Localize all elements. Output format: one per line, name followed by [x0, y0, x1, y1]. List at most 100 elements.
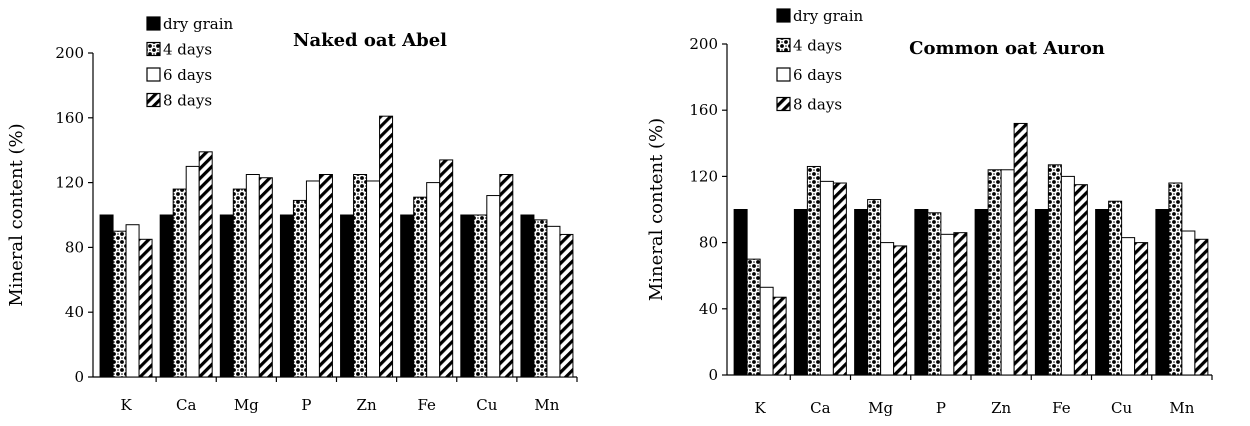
legend-swatch-white: [776, 67, 791, 82]
legend-swatch-hatch: [776, 96, 791, 112]
bar-hatch-Zn: [379, 115, 394, 378]
bar-white-Mn: [1181, 230, 1196, 376]
bar-dots-P: [292, 199, 307, 378]
legend-swatch-hatch: [146, 92, 161, 108]
legend-swatch-dots: [776, 37, 791, 53]
bar-solid-P: [279, 214, 294, 378]
category-label: Mg: [868, 399, 893, 417]
legend-label: 8 days: [793, 96, 842, 114]
y-tick-label: 200: [689, 35, 718, 53]
bar-dots-Cu: [473, 214, 488, 378]
bar-hatch-Ca: [832, 182, 847, 376]
bar-solid-Cu: [1095, 209, 1110, 376]
bar-dots-Zn: [987, 169, 1002, 376]
legend-label: 6 days: [793, 66, 842, 84]
bar-hatch-Fe: [439, 159, 454, 378]
bar-dots-Ca: [806, 165, 821, 376]
bar-white-Mg: [880, 242, 895, 376]
bar-solid-Mg: [219, 214, 234, 378]
bar-dots-P: [927, 212, 942, 376]
y-tick-label: 200: [55, 44, 84, 62]
y-tick-label: 120: [689, 167, 718, 185]
category-label: K: [755, 399, 767, 417]
bar-white-Fe: [426, 182, 441, 378]
chart-title: Common oat Auron: [909, 38, 1105, 59]
bar-hatch-Mg: [893, 245, 908, 376]
bar-hatch-Fe: [1073, 184, 1088, 376]
bar-solid-Mn: [520, 214, 535, 378]
bar-dots-K: [746, 258, 761, 376]
bar-hatch-Ca: [198, 151, 213, 378]
y-tick-label: 160: [55, 109, 84, 127]
legend-swatch-solid: [776, 8, 791, 23]
y-tick-label: 40: [699, 300, 718, 318]
bar-white-Zn: [366, 180, 381, 378]
legend-label: 6 days: [163, 66, 212, 84]
category-label: Cu: [1111, 399, 1132, 417]
bar-solid-P: [914, 209, 929, 376]
bar-dots-Mg: [232, 188, 247, 378]
bar-dots-Zn: [353, 174, 368, 378]
bar-solid-Zn: [340, 214, 355, 378]
category-label: Fe: [1052, 399, 1071, 417]
bar-hatch-K: [138, 238, 153, 378]
bar-white-K: [759, 286, 774, 376]
bar-white-Mg: [245, 174, 260, 378]
chart-title: Naked oat Abel: [293, 30, 447, 51]
category-label: K: [120, 396, 132, 414]
category-label: Fe: [417, 396, 436, 414]
bar-dots-Cu: [1108, 200, 1123, 376]
bar-white-P: [305, 180, 320, 378]
category-label: Mg: [234, 396, 259, 414]
bar-white-Mn: [546, 225, 561, 378]
bar-hatch-Cu: [1134, 242, 1149, 376]
bar-solid-K: [733, 209, 748, 376]
bar-dots-K: [112, 230, 127, 378]
y-axis-label: Mineral content (%): [6, 123, 27, 306]
bar-solid-Cu: [460, 214, 475, 378]
bar-white-P: [940, 233, 955, 376]
bar-white-Zn: [1000, 169, 1015, 376]
bar-solid-Zn: [974, 209, 989, 376]
bar-white-Cu: [1121, 237, 1136, 376]
bar-solid-K: [99, 214, 114, 378]
legend-label: dry grain: [163, 15, 234, 33]
bar-hatch-P: [318, 174, 333, 378]
legend-label: 4 days: [793, 37, 842, 55]
category-label: Ca: [176, 396, 196, 414]
category-label: P: [301, 396, 311, 414]
category-label: Mn: [534, 396, 559, 414]
bar-hatch-Zn: [1013, 122, 1028, 376]
bar-white-Ca: [819, 180, 834, 376]
category-label: P: [936, 399, 946, 417]
y-tick-label: 40: [65, 303, 84, 321]
bar-dots-Ca: [172, 188, 187, 378]
bar-white-Ca: [185, 165, 200, 378]
bar-white-Cu: [486, 195, 501, 378]
bar-dots-Mn: [1168, 182, 1183, 376]
bar-hatch-Mn: [559, 233, 574, 378]
bar-solid-Ca: [793, 209, 808, 376]
bar-hatch-Mg: [258, 177, 273, 378]
bar-solid-Ca: [159, 214, 174, 378]
bar-solid-Fe: [400, 214, 415, 378]
y-tick-label: 160: [689, 101, 718, 119]
bar-dots-Fe: [1047, 164, 1062, 376]
bar-white-K: [125, 224, 140, 378]
bar-hatch-Cu: [499, 174, 514, 378]
chart-2: 0 40 80 120 160 200 Mineral content (%) Common …: [646, 7, 1213, 417]
bar-dots-Mg: [867, 199, 882, 376]
y-tick-label: 120: [55, 174, 84, 192]
y-tick-label: 80: [699, 234, 718, 252]
bar-dots-Mn: [533, 219, 548, 378]
category-label: Mn: [1169, 399, 1194, 417]
bar-hatch-K: [772, 296, 787, 376]
legend-label: 4 days: [163, 41, 212, 59]
bar-hatch-P: [953, 232, 968, 376]
y-tick-label: 0: [74, 368, 84, 386]
bar-white-Fe: [1060, 175, 1075, 376]
legend-swatch-solid: [146, 16, 161, 31]
y-tick-label: 80: [65, 238, 84, 256]
